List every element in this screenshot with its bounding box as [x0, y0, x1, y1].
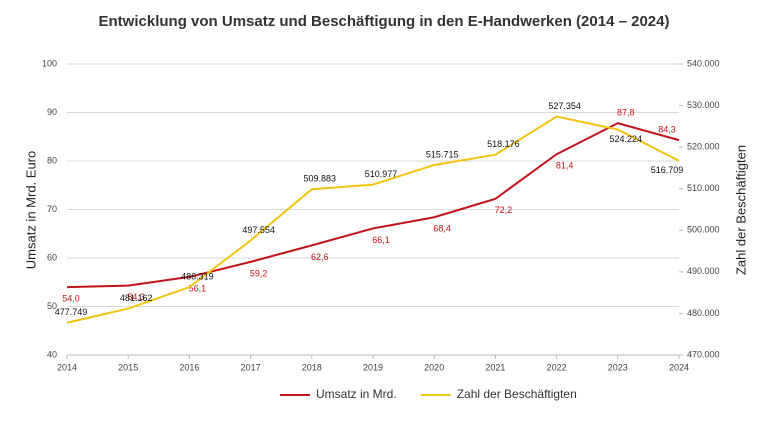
- y2-tick-label: 520.000: [687, 142, 720, 152]
- y2-tick-label: 480.000: [687, 308, 720, 318]
- y2-tick-label: 500.000: [687, 225, 720, 235]
- x-tick-label: 2017: [241, 362, 261, 372]
- data-label: 66,1: [372, 235, 390, 245]
- y-tick-label: 100: [42, 58, 57, 68]
- y2-tick-label: 470.000: [687, 349, 720, 359]
- data-label: 54,0: [62, 293, 80, 303]
- legend-label: Umsatz in Mrd.: [316, 387, 397, 401]
- series-line: [66, 115, 680, 324]
- data-label: 510.977: [365, 169, 398, 179]
- x-tick-label: 2018: [302, 362, 322, 372]
- y-tick-label: 90: [47, 107, 57, 117]
- x-tick-label: 2023: [608, 362, 628, 372]
- x-tick-label: 2014: [57, 362, 77, 372]
- y-tick-label: 40: [47, 349, 57, 359]
- data-label: 524.224: [610, 134, 643, 144]
- x-tick-label: 2019: [363, 362, 383, 372]
- data-label: 56,1: [189, 283, 207, 293]
- y-axis-title: Umsatz in Mrd. Euro: [23, 151, 38, 269]
- x-tick-label: 2024: [669, 362, 689, 372]
- data-label: 518.176: [487, 139, 520, 149]
- y2-tick-label: 530.000: [687, 100, 720, 110]
- x-tick-label: 2015: [118, 362, 138, 372]
- data-label: 54,3: [127, 292, 145, 302]
- y2-axis-title: Zahl der Beschäftigten: [733, 145, 748, 275]
- data-label: 516.709: [651, 165, 684, 175]
- y2-tick-label: 510.000: [687, 183, 720, 193]
- data-label: 497.554: [242, 225, 275, 235]
- data-label: 72,2: [495, 205, 513, 215]
- y2-tick-label: 540.000: [687, 58, 720, 68]
- data-label: 68,4: [433, 224, 451, 234]
- data-label: 477.749: [55, 307, 88, 317]
- y-tick-label: 50: [47, 301, 57, 311]
- data-label: 87,8: [617, 108, 635, 118]
- y-tick-label: 70: [47, 204, 57, 214]
- x-tick-label: 2021: [485, 362, 505, 372]
- x-tick-label: 2022: [547, 362, 567, 372]
- data-label: 486.319: [181, 272, 214, 282]
- x-tick-label: 2020: [424, 362, 444, 372]
- series-line: [66, 122, 680, 289]
- data-label: 515.715: [426, 149, 459, 159]
- data-label: 81,4: [556, 161, 574, 171]
- data-label: 509.883: [304, 174, 337, 184]
- data-label: 84,3: [658, 125, 676, 135]
- y2-tick-label: 490.000: [687, 266, 720, 276]
- data-label: 59,2: [250, 268, 268, 278]
- chart-title: Entwicklung von Umsatz und Beschäftigung…: [99, 13, 670, 30]
- data-label: 481.162: [120, 293, 153, 303]
- y-tick-label: 60: [47, 252, 57, 262]
- data-label: 62,6: [311, 252, 329, 262]
- x-tick-label: 2016: [179, 362, 199, 372]
- y-tick-label: 80: [47, 155, 57, 165]
- legend-label: Zahl der Beschäftigten: [457, 387, 577, 401]
- data-label: 527.354: [548, 101, 581, 111]
